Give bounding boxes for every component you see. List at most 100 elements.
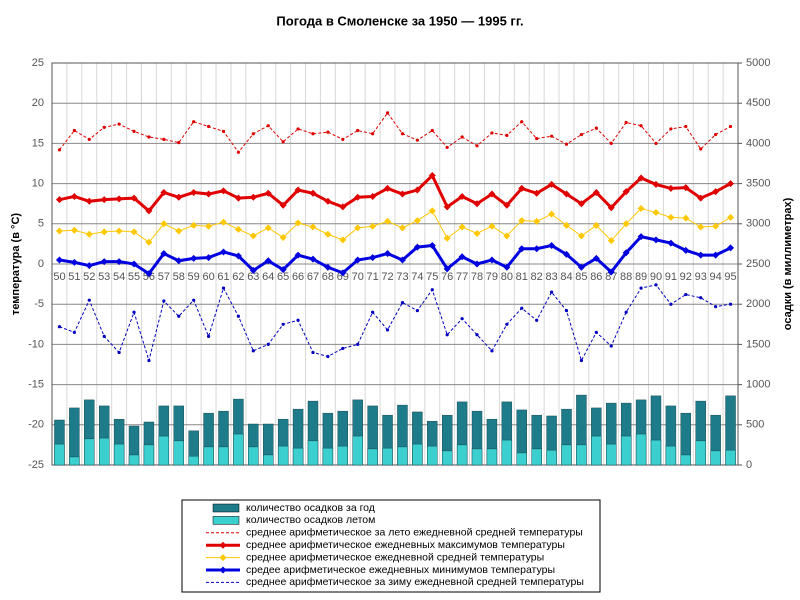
marker	[249, 232, 257, 240]
marker	[592, 188, 600, 196]
marker	[400, 300, 405, 305]
marker	[264, 257, 272, 265]
bar	[263, 454, 274, 466]
y2-tick-label: 2500	[746, 258, 770, 270]
bar	[203, 446, 214, 466]
marker	[324, 197, 332, 205]
marker	[712, 222, 720, 230]
x-tick-label: 95	[724, 271, 736, 283]
marker	[236, 150, 241, 154]
marker	[264, 189, 272, 197]
marker	[669, 127, 673, 131]
y-tick-label: -25	[28, 459, 44, 471]
marker	[57, 148, 62, 152]
marker	[727, 213, 735, 221]
marker	[535, 318, 539, 322]
marker	[443, 265, 451, 273]
x-tick-label: 72	[381, 271, 393, 283]
x-tick-label: 64	[262, 271, 274, 283]
marker	[398, 256, 406, 264]
marker	[445, 145, 449, 150]
marker	[162, 137, 166, 141]
x-tick-label: 88	[620, 271, 632, 283]
legend-label: среднее арифметическое ежедневной средне…	[246, 551, 544, 563]
bar	[277, 445, 289, 466]
marker	[160, 220, 168, 228]
x-tick-label: 70	[352, 271, 364, 283]
marker	[339, 269, 347, 277]
marker	[609, 141, 613, 145]
bar	[382, 447, 393, 466]
bar	[69, 407, 80, 466]
marker	[100, 228, 108, 236]
marker	[309, 255, 317, 263]
marker	[296, 318, 300, 322]
marker	[607, 268, 615, 276]
legend-label: средее арифметическое ежедневных минимум…	[246, 564, 555, 576]
marker	[294, 186, 302, 194]
bar	[69, 456, 80, 466]
marker	[206, 334, 211, 338]
marker	[102, 334, 106, 338]
y-axis-label: температура (в °С)	[10, 213, 22, 315]
marker	[339, 203, 347, 211]
marker	[428, 242, 436, 250]
x-tick-label: 92	[680, 271, 692, 283]
bar	[188, 455, 199, 466]
marker	[415, 309, 419, 313]
marker	[684, 292, 688, 297]
x-tick-label: 73	[396, 271, 408, 283]
marker	[460, 317, 464, 321]
marker	[145, 270, 153, 278]
legend-label: количество осадков летом	[246, 514, 375, 526]
marker	[488, 256, 496, 264]
marker	[682, 246, 690, 254]
bar	[337, 445, 349, 466]
marker	[607, 237, 615, 245]
marker	[384, 250, 392, 258]
marker	[385, 328, 390, 332]
bar	[486, 448, 498, 466]
bar	[531, 448, 542, 466]
marker	[652, 180, 660, 188]
x-tick-label: 83	[545, 271, 557, 283]
marker	[279, 266, 287, 274]
marker	[220, 248, 227, 256]
y-tick-label: 0	[38, 258, 44, 270]
marker	[577, 232, 585, 240]
x-tick-label: 94	[710, 271, 722, 283]
marker	[130, 260, 138, 268]
marker	[549, 134, 554, 138]
marker	[473, 200, 481, 208]
legend-marker	[219, 554, 227, 562]
x-tick-label: 54	[113, 271, 125, 283]
marker	[160, 250, 168, 258]
y-tick-label: 15	[32, 137, 44, 149]
marker	[594, 330, 598, 334]
marker	[473, 229, 481, 237]
marker	[488, 190, 496, 198]
marker	[637, 174, 645, 182]
marker	[533, 189, 541, 197]
marker	[622, 188, 630, 196]
bar	[546, 449, 557, 466]
marker	[341, 346, 345, 351]
marker	[594, 126, 598, 130]
x-tick-label: 53	[98, 271, 110, 283]
marker	[294, 219, 302, 227]
bar	[367, 448, 378, 466]
bar	[635, 433, 647, 466]
marker	[220, 187, 227, 195]
marker	[147, 135, 151, 139]
marker	[413, 243, 421, 251]
line	[59, 173, 732, 214]
y2-tick-label: 2000	[746, 298, 770, 310]
marker	[548, 242, 556, 250]
marker	[72, 330, 76, 334]
x-tick-label: 61	[217, 271, 229, 283]
x-tick-label: 68	[322, 271, 334, 283]
marker	[445, 333, 449, 337]
marker	[548, 180, 556, 188]
bar	[650, 439, 662, 466]
y-tick-label: 20	[32, 97, 44, 109]
